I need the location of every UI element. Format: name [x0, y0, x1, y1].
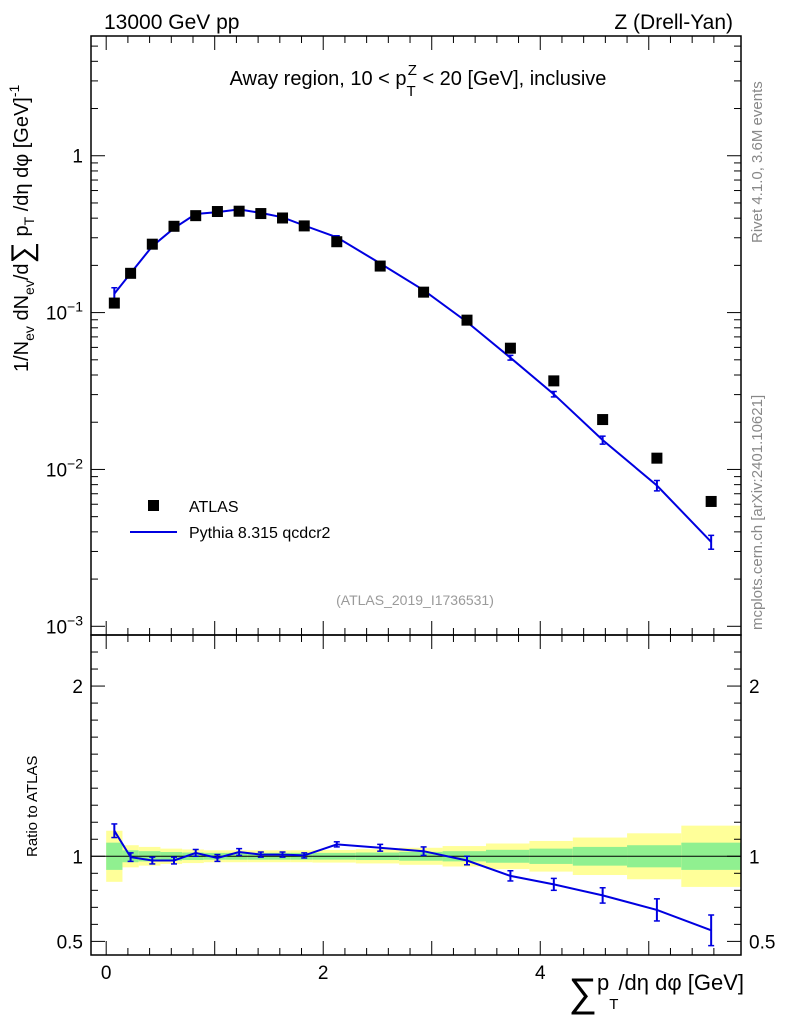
atlas-data-point: [211, 206, 223, 218]
ratio-y-tick-label-right: 1: [749, 847, 760, 868]
atlas-data-point: [651, 452, 663, 464]
atlas-data-point: [548, 375, 560, 387]
ratio-y-tick-label-right: 2: [749, 677, 760, 698]
ratio-y-tick-label-left: 2: [72, 677, 83, 698]
rivet-version-label: Rivet 4.1.0, 3.6M events: [749, 81, 766, 243]
main-y-tick-label: 10−2: [46, 455, 83, 481]
pythia-line: [113, 208, 712, 543]
atlas-data-point: [190, 210, 202, 222]
ratio-y-tick-label-left: 0.5: [57, 932, 83, 953]
ratio-y-tick-labels: 2 2 1 1 0.5 0.5: [57, 677, 776, 953]
atlas-data-point: [705, 495, 717, 507]
main-y-axis-label: 1/Nev dNev/d∑ pT /dη dφ [GeV]-1: [6, 84, 39, 372]
main-panel: 1 10−1 10−2 10−3 Away region, 10 < pTZ < 20…: [6, 35, 742, 639]
atlas-data-point: [331, 236, 343, 248]
atlas-data-point: [277, 212, 289, 224]
atlas-data-point: [255, 208, 267, 220]
ratio-y-tick-label-left: 1: [72, 847, 83, 868]
atlas-data-point: [233, 205, 245, 217]
ratio-axis-ticks: [91, 635, 741, 955]
main-y-tick-label: 1: [72, 147, 83, 168]
atlas-data-point: [298, 220, 310, 232]
atlas-data-point: [146, 238, 158, 250]
main-y-tick-label: 10−1: [46, 299, 83, 325]
x-tick-label: 0: [101, 963, 112, 984]
x-tick-label: 4: [535, 963, 546, 984]
analysis-id-label: (ATLAS_2019_I1736531): [336, 592, 494, 608]
atlas-data-point: [374, 260, 386, 272]
legend-pythia-label: Pythia 8.315 qcdcr2: [189, 525, 331, 542]
main-axis-ticks: [91, 36, 741, 635]
ratio-plot-frame: [90, 634, 742, 956]
atlas-data-point: [597, 414, 609, 426]
x-axis-label: ∑pT/dη dφ [GeV]: [569, 970, 745, 1015]
main-y-tick-label: 10−3: [46, 612, 83, 638]
main-series-layer: [108, 205, 717, 550]
ratio-panel: 2 2 1 1 0.5 0.5 0 2 4 Ratio to ATLAS: [24, 634, 776, 984]
mcplots-label: mcplots.cern.ch [arXiv:2401.10621]: [749, 395, 766, 630]
header-process-label: Z (Drell-Yan): [614, 11, 733, 34]
main-plot-title: Away region, 10 < pTZ < 20 [GeV], inclus…: [230, 62, 607, 100]
atlas-data-point: [168, 220, 180, 232]
ratio-y-tick-label-right: 0.5: [749, 932, 775, 953]
legend-atlas-label: ATLAS: [189, 499, 239, 516]
header-energy-label: 13000 GeV pp: [104, 11, 239, 34]
main-plot-frame: [90, 35, 742, 636]
atlas-data-point: [504, 342, 516, 354]
x-tick-label: 2: [318, 963, 329, 984]
atlas-data-point: [108, 297, 120, 309]
x-tick-labels: 0 2 4: [101, 963, 546, 984]
atlas-data-point: [418, 286, 430, 298]
legend-atlas-marker: [148, 500, 159, 511]
legend: ATLAS Pythia 8.315 qcdcr2: [130, 499, 331, 542]
ratio-y-axis-label: Ratio to ATLAS: [24, 756, 41, 857]
main-y-tick-labels: 1 10−1 10−2 10−3: [46, 147, 83, 639]
ratio-series-layer: [111, 823, 715, 947]
atlas-data-point: [461, 314, 473, 326]
atlas-data-point: [125, 267, 137, 279]
